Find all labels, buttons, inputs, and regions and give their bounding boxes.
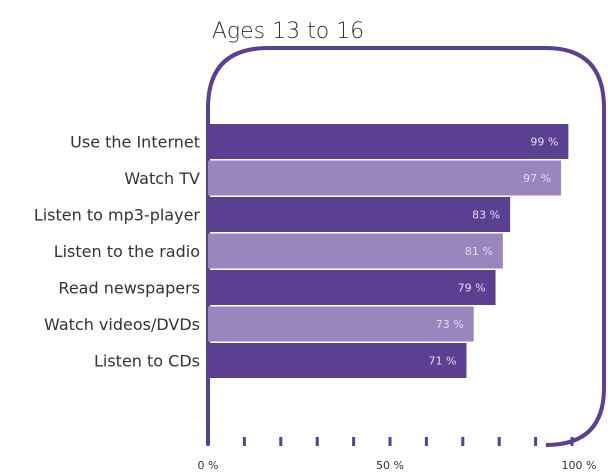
category-labels: Use the Internet Watch TV Listen to mp3-pl…	[34, 133, 201, 371]
x-tick-mark	[534, 437, 538, 446]
bar	[208, 197, 511, 232]
bar	[208, 124, 569, 159]
x-tick-mark	[315, 437, 319, 446]
x-tick-mark	[388, 437, 392, 446]
x-tick-mark	[570, 437, 574, 446]
chart-title: Ages 13 to 16	[212, 19, 364, 44]
x-tick-mark	[242, 437, 246, 446]
value-label: 71 %	[428, 355, 456, 368]
bar	[208, 343, 467, 378]
value-label: 73 %	[436, 318, 464, 331]
category-label: Read newspapers	[58, 279, 200, 298]
category-label: Watch TV	[124, 169, 200, 188]
x-tick-mark	[461, 437, 465, 446]
value-label: 99 %	[530, 136, 558, 149]
value-label: 79 %	[458, 282, 486, 295]
value-label: 97 %	[523, 172, 551, 185]
x-tick-mark	[206, 437, 210, 446]
category-label: Listen to the radio	[54, 242, 200, 261]
bar	[208, 160, 562, 196]
value-label: 81 %	[465, 245, 493, 258]
x-tick-label: 0 %	[198, 459, 219, 472]
x-tick-mark	[352, 437, 356, 446]
value-label: 83 %	[472, 209, 500, 222]
bar	[208, 233, 503, 269]
bars-layer: 99 % 97 % 83 % 81 % 79 % 73 % 71 %	[208, 124, 569, 378]
chart-frame	[206, 46, 606, 447]
x-tick-label: 100 %	[562, 459, 597, 472]
category-label: Listen to mp3-player	[34, 206, 201, 225]
bar	[208, 270, 496, 305]
category-label: Watch videos/DVDs	[44, 315, 200, 334]
x-tick-mark	[497, 437, 501, 446]
x-tick-label: 50 %	[376, 459, 404, 472]
x-tick-mark	[424, 437, 428, 446]
category-label: Listen to CDs	[94, 352, 200, 371]
x-axis: 0 % 50 % 100 %	[198, 437, 597, 472]
x-tick-mark	[279, 437, 283, 446]
category-label: Use the Internet	[70, 133, 200, 152]
bar	[208, 306, 474, 342]
